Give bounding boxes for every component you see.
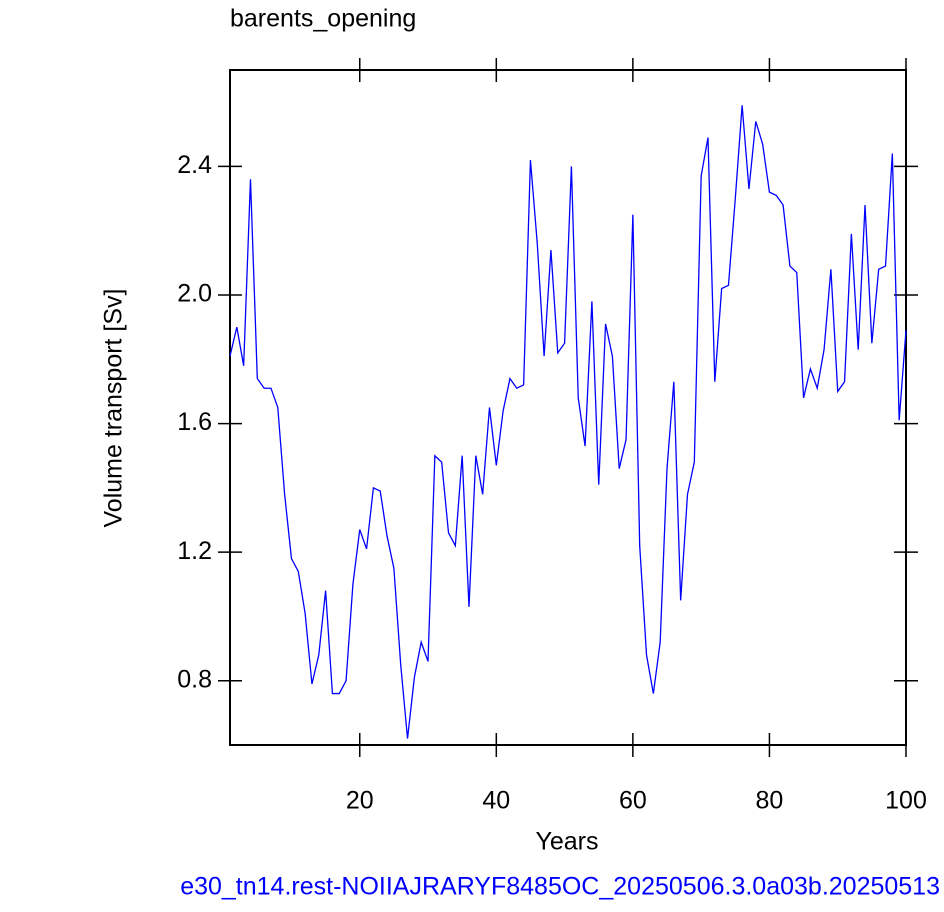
x-tick-label: 20 (346, 787, 374, 815)
x-tick-label: 60 (619, 787, 647, 815)
x-tick-label: 80 (756, 787, 784, 815)
x-axis-label: Years (535, 828, 598, 856)
footer: e30_tn14.rest-NOIIAJRARYF8485OC_20250506… (180, 873, 940, 901)
y-tick-label: 1.6 (177, 408, 212, 436)
y-tick-label: 2.4 (177, 151, 212, 179)
y-tick-label: 0.8 (177, 665, 212, 693)
chart-title: barents_opening (230, 5, 416, 33)
y-axis-label: Volume transport [Sv] (100, 288, 128, 527)
x-tick-label: 100 (885, 787, 927, 815)
y-tick-label: 2.0 (177, 280, 212, 308)
data-line (229, 105, 907, 739)
y-tick-label: 1.2 (177, 537, 212, 565)
plot-frame (229, 69, 907, 746)
x-tick-label: 40 (482, 787, 510, 815)
